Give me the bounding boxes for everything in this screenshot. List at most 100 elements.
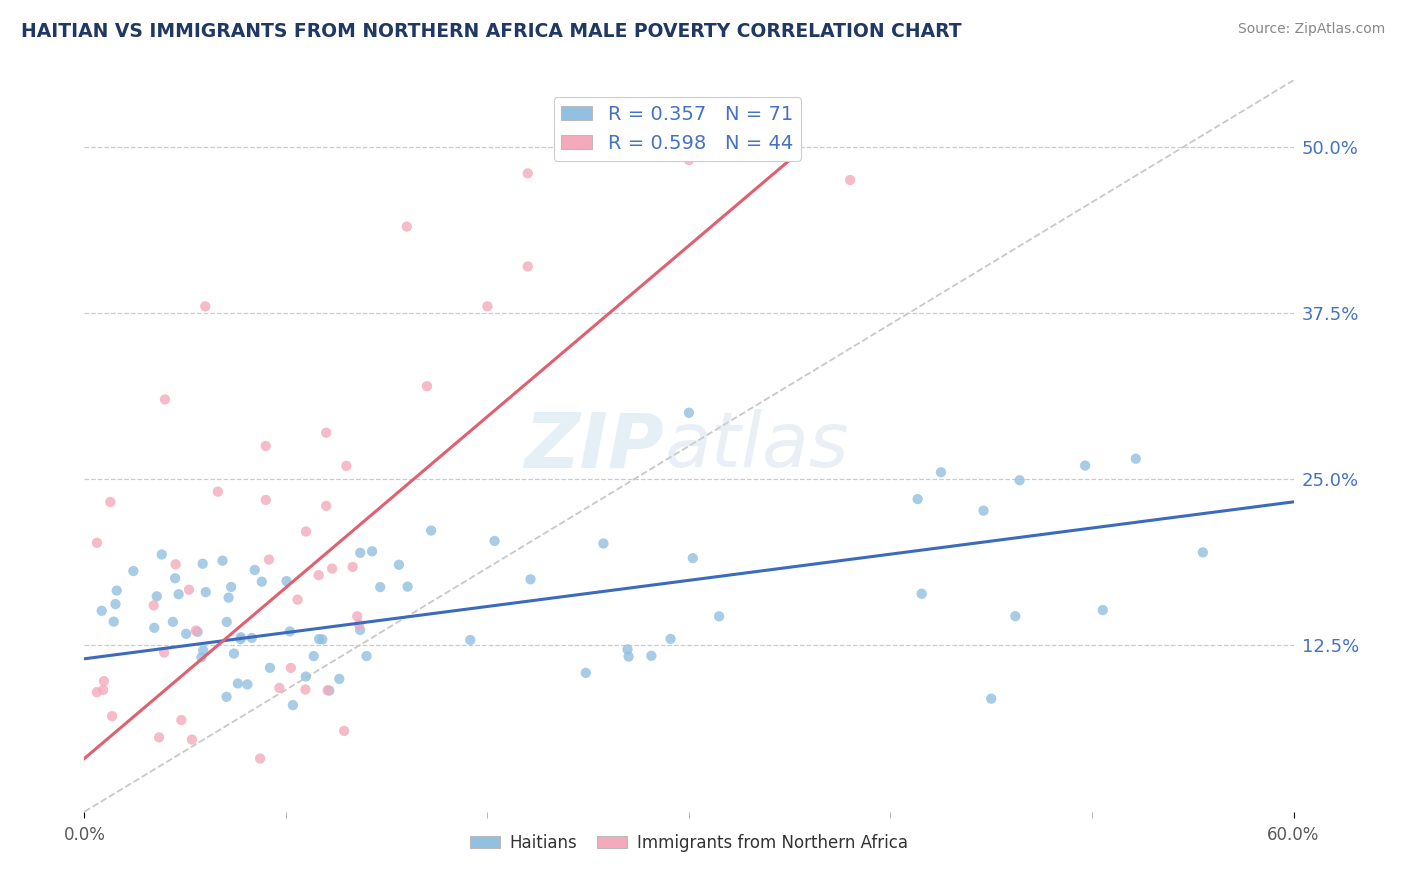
Point bbox=[250, 574, 273, 589]
Point bbox=[229, 632, 252, 647]
Point bbox=[153, 646, 176, 660]
Point bbox=[617, 649, 640, 664]
Point bbox=[143, 621, 166, 635]
Point bbox=[167, 587, 190, 601]
Point bbox=[191, 557, 214, 571]
Point bbox=[294, 682, 316, 697]
Point bbox=[93, 674, 115, 689]
Point bbox=[295, 524, 318, 539]
Point bbox=[678, 153, 700, 167]
Point bbox=[104, 597, 127, 611]
Point bbox=[91, 682, 114, 697]
Point bbox=[592, 536, 614, 550]
Point bbox=[839, 173, 862, 187]
Point bbox=[308, 568, 330, 582]
Point bbox=[150, 548, 173, 562]
Point bbox=[519, 572, 541, 586]
Point bbox=[218, 591, 240, 605]
Point bbox=[356, 648, 378, 663]
Point bbox=[219, 580, 242, 594]
Point bbox=[105, 583, 128, 598]
Text: Source: ZipAtlas.com: Source: ZipAtlas.com bbox=[1237, 22, 1385, 37]
Point bbox=[575, 665, 598, 680]
Point bbox=[477, 299, 499, 313]
Point bbox=[254, 439, 277, 453]
Point bbox=[243, 563, 266, 577]
Point bbox=[347, 617, 370, 632]
Point bbox=[101, 709, 124, 723]
Point bbox=[281, 698, 304, 712]
Point bbox=[165, 571, 187, 585]
Point bbox=[1008, 473, 1031, 487]
Point bbox=[1125, 451, 1147, 466]
Point bbox=[395, 219, 418, 234]
Point bbox=[215, 615, 238, 629]
Point bbox=[616, 642, 638, 657]
Point bbox=[973, 503, 995, 517]
Point bbox=[295, 669, 318, 683]
Point bbox=[187, 624, 209, 639]
Point bbox=[980, 691, 1002, 706]
Point bbox=[194, 585, 217, 599]
Point bbox=[396, 580, 419, 594]
Point bbox=[678, 406, 700, 420]
Point bbox=[346, 609, 368, 624]
Point bbox=[249, 751, 271, 765]
Point bbox=[458, 632, 481, 647]
Point bbox=[640, 648, 662, 663]
Point bbox=[98, 495, 121, 509]
Point bbox=[103, 615, 125, 629]
Text: HAITIAN VS IMMIGRANTS FROM NORTHERN AFRICA MALE POVERTY CORRELATION CHART: HAITIAN VS IMMIGRANTS FROM NORTHERN AFRI… bbox=[21, 22, 962, 41]
Point bbox=[278, 624, 301, 639]
Point bbox=[929, 465, 952, 479]
Point bbox=[194, 299, 217, 313]
Point bbox=[907, 492, 929, 507]
Point bbox=[174, 627, 197, 641]
Point bbox=[190, 650, 212, 665]
Point bbox=[207, 484, 229, 499]
Point bbox=[287, 592, 309, 607]
Point bbox=[229, 630, 252, 644]
Point bbox=[659, 632, 682, 646]
Point bbox=[598, 140, 620, 154]
Point bbox=[86, 536, 108, 550]
Point bbox=[162, 615, 184, 629]
Point bbox=[90, 604, 112, 618]
Point bbox=[269, 681, 291, 695]
Point bbox=[707, 609, 730, 624]
Point bbox=[368, 580, 391, 594]
Point bbox=[165, 558, 187, 572]
Point bbox=[222, 647, 245, 661]
Point bbox=[484, 533, 506, 548]
Point bbox=[276, 574, 298, 588]
Point bbox=[328, 672, 350, 686]
Point bbox=[257, 552, 280, 566]
Point bbox=[318, 683, 340, 698]
Point bbox=[215, 690, 238, 704]
Point bbox=[361, 544, 384, 558]
Point bbox=[388, 558, 411, 572]
Point bbox=[181, 732, 204, 747]
Point bbox=[142, 599, 165, 613]
Point bbox=[335, 458, 357, 473]
Point bbox=[122, 564, 145, 578]
Point bbox=[86, 685, 108, 699]
Point bbox=[308, 632, 330, 646]
Point bbox=[193, 643, 215, 657]
Legend: Haitians, Immigrants from Northern Africa: Haitians, Immigrants from Northern Afric… bbox=[463, 827, 915, 858]
Point bbox=[1004, 609, 1026, 624]
Point bbox=[516, 260, 538, 274]
Point bbox=[321, 561, 343, 575]
Point bbox=[236, 677, 259, 691]
Point bbox=[146, 590, 169, 604]
Point bbox=[911, 587, 934, 601]
Point bbox=[315, 425, 337, 440]
Point bbox=[211, 554, 233, 568]
Point bbox=[259, 661, 281, 675]
Point bbox=[240, 631, 263, 645]
Point bbox=[349, 623, 371, 637]
Point bbox=[153, 392, 176, 407]
Point bbox=[682, 551, 704, 566]
Point bbox=[316, 683, 339, 698]
Point bbox=[342, 560, 364, 574]
